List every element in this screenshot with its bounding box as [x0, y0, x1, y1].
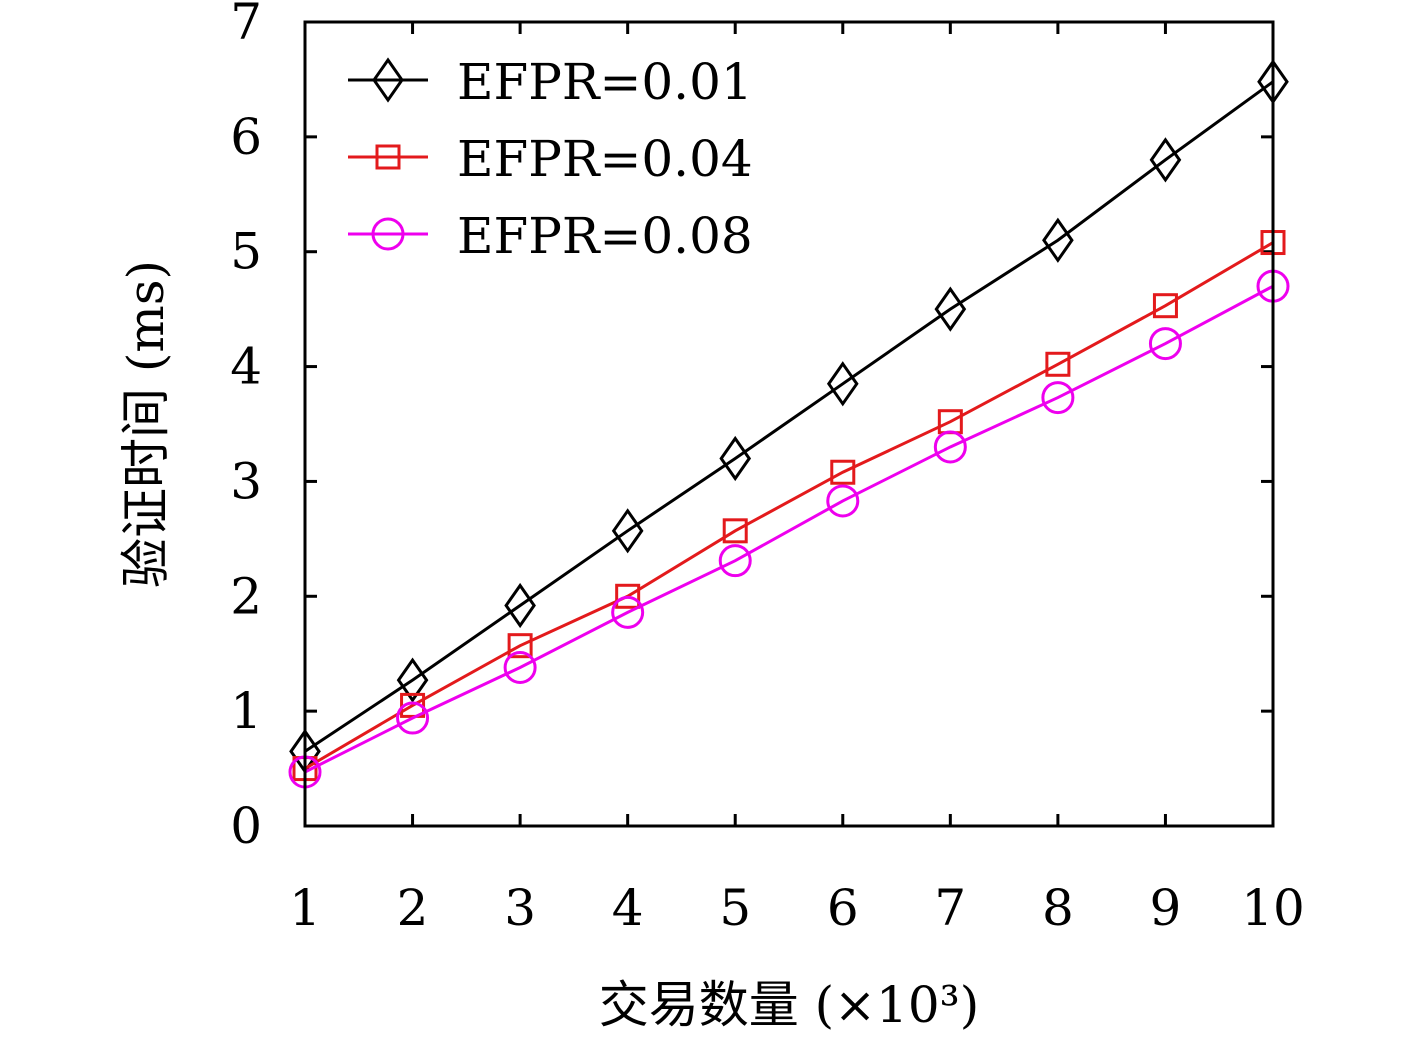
data-point [1149, 137, 1182, 183]
x-tick-label: 6 [827, 879, 859, 937]
data-point [396, 701, 430, 735]
data-point [611, 595, 645, 629]
x-tick-label: 7 [934, 879, 966, 937]
data-point [719, 435, 752, 482]
x-tick-label: 5 [719, 879, 751, 937]
legend-item: EFPR=0.04 [348, 130, 753, 188]
y-tick-label: 3 [230, 452, 262, 510]
series-EFPR=0.08 [288, 269, 1290, 789]
data-point [830, 459, 856, 485]
data-point [826, 484, 860, 518]
x-tick-label: 1 [289, 879, 321, 937]
legend-marker [375, 144, 401, 170]
data-point [933, 430, 967, 464]
data-point [611, 508, 644, 554]
y-tick-label: 4 [230, 338, 262, 396]
data-point [507, 633, 533, 659]
y-tick-label: 7 [230, 0, 262, 51]
data-point [1041, 381, 1075, 415]
y-axis-title: 验证时间 (ms) [117, 260, 175, 588]
y-tick-label: 2 [230, 567, 262, 625]
legend-label: EFPR=0.04 [457, 130, 753, 188]
series-layer [288, 59, 1290, 789]
series-line [304, 284, 1274, 774]
legend-label: EFPR=0.08 [457, 207, 753, 265]
legend-item: EFPR=0.01 [348, 53, 753, 111]
data-point [934, 286, 967, 332]
x-tick-label: 4 [612, 879, 644, 937]
legend: EFPR=0.01 EFPR=0.04 EFPR=0.08 [348, 53, 753, 265]
series-EFPR=0.04 [292, 230, 1286, 782]
y-tick-label: 6 [230, 108, 262, 166]
legend-marker [371, 217, 405, 251]
data-point [396, 657, 429, 703]
data-point [1148, 327, 1182, 361]
x-axis-title: 交易数量 (×10³) [599, 976, 979, 1034]
data-point [718, 544, 752, 578]
plot-frame [303, 20, 1275, 828]
x-tick-label: 9 [1150, 879, 1182, 937]
x-tick-label: 8 [1042, 879, 1074, 937]
legend-marker [372, 57, 404, 103]
x-tick-label: 2 [397, 879, 429, 937]
y-tick-label: 5 [230, 223, 262, 281]
data-point [504, 582, 536, 629]
series-line [304, 241, 1274, 770]
y-tick-label: 1 [230, 682, 262, 740]
series-EFPR=0.01 [289, 59, 1289, 774]
legend-label: EFPR=0.01 [457, 53, 753, 111]
data-point [1045, 351, 1071, 377]
x-tick-label: 10 [1241, 879, 1305, 937]
y-tick-label: 0 [230, 797, 262, 855]
data-point [615, 583, 641, 609]
legend-item: EFPR=0.08 [348, 207, 753, 265]
x-tick-label: 3 [504, 879, 536, 937]
series-line [304, 80, 1274, 753]
data-point [722, 518, 748, 544]
data-point [826, 361, 859, 407]
data-point [1042, 217, 1074, 263]
data-point [503, 650, 537, 684]
data-point [1152, 293, 1178, 319]
